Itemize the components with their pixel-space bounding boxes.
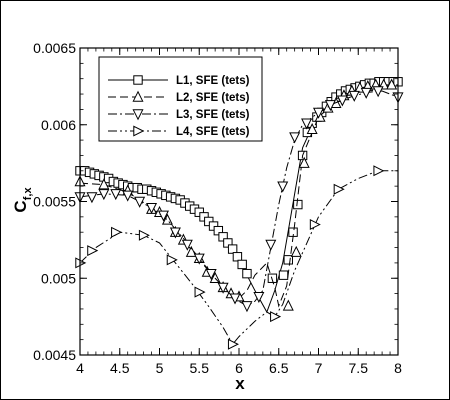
y-tick-label: 0.0055 <box>33 194 76 210</box>
y-axis-label: Cf,x <box>11 187 34 213</box>
data-point <box>169 227 181 239</box>
data-point <box>312 107 325 119</box>
data-point <box>86 192 98 204</box>
data-point <box>270 311 282 323</box>
legend-entry: L4, SFE (tets) <box>108 125 250 138</box>
data-point <box>157 210 169 222</box>
x-tick-label: 4.5 <box>110 360 130 376</box>
legend-entry: L2, SFE (tets) <box>108 90 250 104</box>
data-point <box>122 190 134 202</box>
data-point <box>138 229 150 241</box>
series-4 <box>75 165 398 350</box>
data-point <box>360 87 372 99</box>
legend-marker <box>132 90 144 102</box>
data-point <box>277 181 289 193</box>
x-axis-label: x <box>235 374 245 393</box>
data-point <box>265 239 277 251</box>
data-point <box>232 252 243 262</box>
data-point <box>98 178 110 190</box>
data-point <box>194 286 206 298</box>
data-point <box>290 245 302 257</box>
data-point <box>193 253 205 265</box>
x-tick-label: 6 <box>235 360 243 376</box>
data-point <box>298 156 310 168</box>
legend: L1, SFE (tets) L2, SFE (tets) L3, SFE (tet… <box>98 56 263 142</box>
data-point <box>181 239 193 251</box>
data-point <box>205 268 217 280</box>
data-point <box>324 100 336 112</box>
y-tick-label: 0.006 <box>41 117 76 133</box>
x-tick-label: 7 <box>315 360 323 376</box>
data-point <box>146 202 158 214</box>
data-point <box>218 232 228 242</box>
data-point <box>336 95 348 107</box>
data-point <box>306 123 318 135</box>
x-tick-label: 7.5 <box>349 360 369 376</box>
data-point <box>348 90 360 102</box>
data-point <box>301 118 313 130</box>
series-line <box>79 84 398 308</box>
axes-layer: 4 4.5 5 5.5 6 6.5 7 7.5 8 0.0045 0.005 0.0055 0.006 0… <box>33 40 402 376</box>
data-point <box>278 270 289 280</box>
data-point <box>87 245 99 257</box>
data-point <box>386 78 398 90</box>
data-point <box>293 199 303 210</box>
legend-marker <box>132 109 144 121</box>
x-tick-label: 6.5 <box>269 360 289 376</box>
data-point <box>333 183 345 195</box>
data-point <box>282 299 294 311</box>
y-axis-label-sub: f,x <box>22 187 34 201</box>
data-point <box>372 86 384 98</box>
data-point <box>227 244 238 254</box>
legend-box <box>98 56 263 142</box>
data-point <box>229 293 241 305</box>
x-tick-label: 5 <box>156 360 164 376</box>
legend-marker <box>133 75 143 85</box>
data-point <box>267 273 278 283</box>
data-point <box>309 219 321 231</box>
legend-label: L4, SFE (tets) <box>176 126 250 138</box>
data-point <box>373 165 385 177</box>
legend-entry: L3, SFE (tets) <box>108 109 250 121</box>
y-tick-label: 0.005 <box>41 270 76 286</box>
data-point <box>289 132 301 144</box>
legend-entry: L1, SFE (tets) <box>108 75 250 87</box>
legend-entries: L1, SFE (tets) L2, SFE (tets) L3, SFE (tet… <box>108 75 250 138</box>
data-point <box>111 226 123 238</box>
series-1 <box>75 77 403 314</box>
legend-label: L2, SFE (tets) <box>176 92 250 104</box>
series-layer <box>74 77 404 350</box>
data-point <box>223 238 233 248</box>
y-axis-label-main: C <box>11 200 30 212</box>
series-3 <box>74 86 404 313</box>
data-point <box>166 254 178 266</box>
y-tick-label: 0.0065 <box>33 40 76 56</box>
data-point <box>227 338 239 350</box>
legend-label: L1, SFE (tets) <box>176 75 250 87</box>
legend-marker <box>133 125 145 137</box>
series-line <box>79 170 398 346</box>
data-point <box>283 255 293 265</box>
data-point <box>134 196 146 208</box>
x-tick-label: 5.5 <box>190 360 210 376</box>
data-point <box>98 189 110 201</box>
data-point <box>161 213 173 225</box>
svg-text:Cf,x: Cf,x <box>11 187 34 213</box>
y-tick-label: 0.0045 <box>33 347 76 363</box>
data-point <box>241 301 253 313</box>
data-point <box>242 268 252 279</box>
data-point <box>253 291 265 303</box>
data-point <box>110 189 122 201</box>
data-point <box>237 259 247 270</box>
legend-label: L3, SFE (tets) <box>176 109 250 121</box>
x-tick-label: 4 <box>76 360 84 376</box>
data-point <box>213 225 224 236</box>
x-tick-label: 8 <box>394 360 402 376</box>
data-point <box>217 282 229 294</box>
